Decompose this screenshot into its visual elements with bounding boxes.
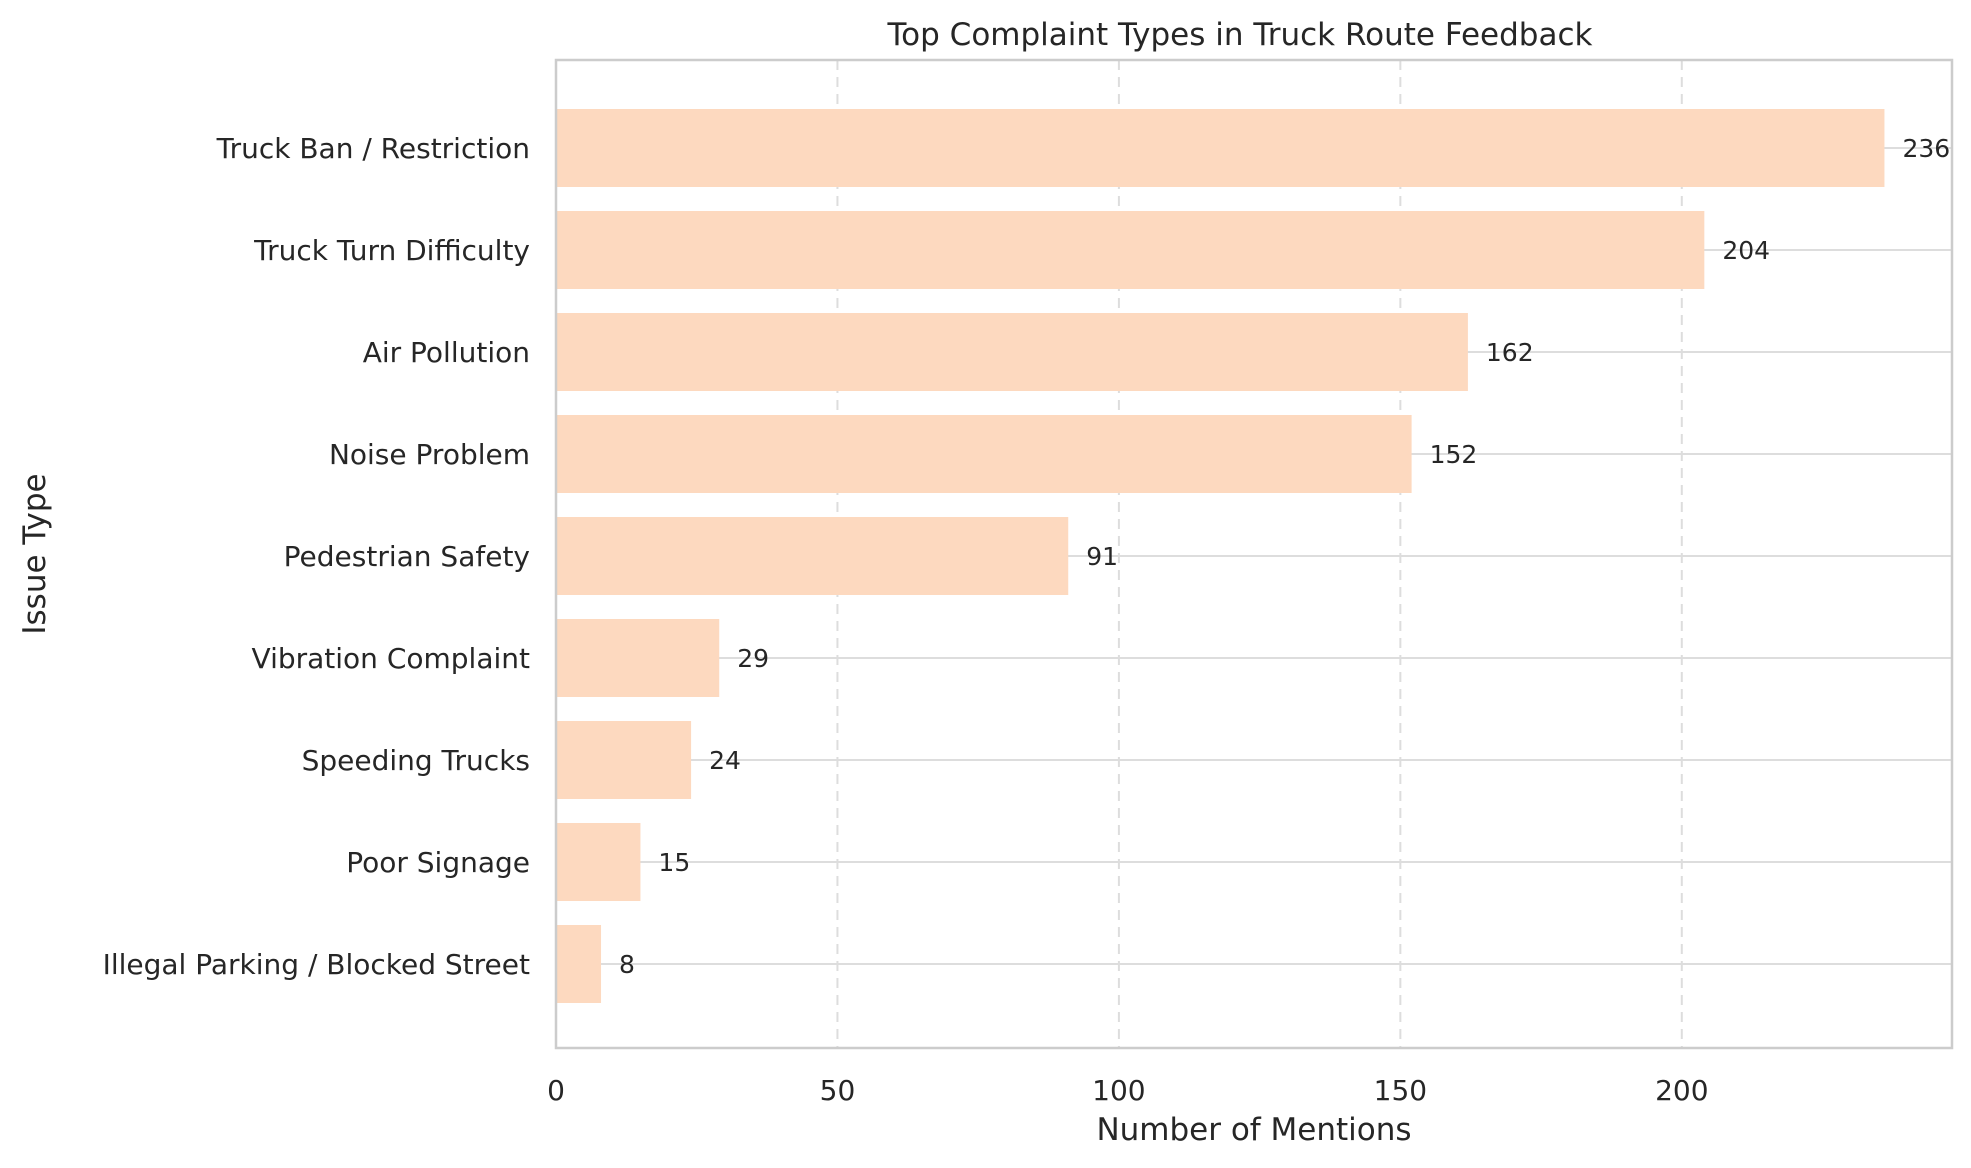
y-tick-label: Illegal Parking / Blocked Street xyxy=(103,948,530,981)
bar xyxy=(556,823,641,901)
data-label: 204 xyxy=(1722,236,1770,265)
data-label: 91 xyxy=(1086,542,1118,571)
x-tick-label: 100 xyxy=(1092,1074,1145,1107)
bar xyxy=(556,313,1468,391)
data-label: 29 xyxy=(737,644,769,673)
x-tick-label: 50 xyxy=(820,1074,856,1107)
y-tick-label: Truck Turn Difficulty xyxy=(253,234,530,267)
data-label: 15 xyxy=(658,848,690,877)
y-tick-label: Truck Ban / Restriction xyxy=(216,132,530,165)
y-tick-label: Poor Signage xyxy=(346,846,530,879)
bar xyxy=(556,211,1705,289)
y-tick-label: Pedestrian Safety xyxy=(284,540,530,573)
y-tick-label: Air Pollution xyxy=(363,336,530,369)
data-label: 236 xyxy=(1902,134,1950,163)
data-label: 24 xyxy=(709,746,741,775)
bar xyxy=(556,925,602,1003)
labels-layer: 0 50 100 150 200 Truck Ban / Restriction 236 Tr… xyxy=(103,132,1951,1107)
bar xyxy=(556,619,720,697)
x-tick-label: 150 xyxy=(1374,1074,1427,1107)
x-tick-label: 200 xyxy=(1655,1074,1708,1107)
bar xyxy=(556,415,1412,493)
data-label: 8 xyxy=(619,950,635,979)
x-axis-label: Number of Mentions xyxy=(1096,1112,1411,1148)
data-label: 162 xyxy=(1486,338,1534,367)
chart-title: Top Complaint Types in Truck Route Feedb… xyxy=(887,17,1593,53)
y-tick-label: Noise Problem xyxy=(329,438,530,471)
x-tick-label: 0 xyxy=(547,1074,565,1107)
y-tick-label: Speeding Trucks xyxy=(302,744,530,777)
y-tick-label: Vibration Complaint xyxy=(252,642,530,675)
bar xyxy=(556,109,1885,187)
bar xyxy=(556,721,692,799)
bars-layer xyxy=(556,109,1885,1003)
data-label: 152 xyxy=(1430,440,1478,469)
axes-frame xyxy=(554,58,1954,1050)
bar xyxy=(556,517,1069,595)
y-axis-label: Issue Type xyxy=(17,473,53,634)
